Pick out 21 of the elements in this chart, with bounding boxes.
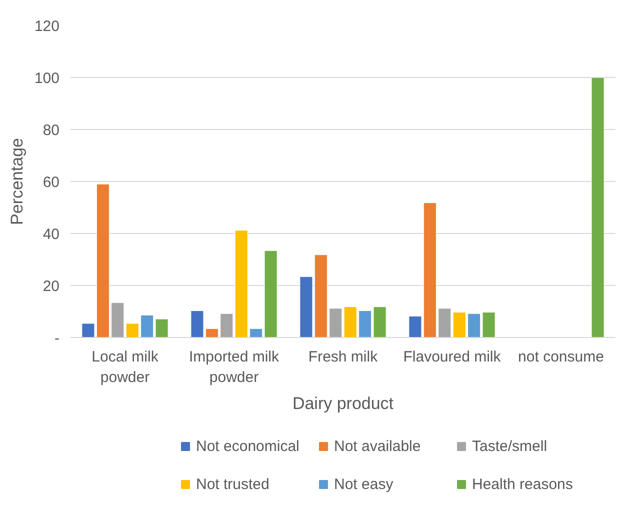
y-axis-title: Percentage <box>7 138 26 225</box>
x-axis-title: Dairy product <box>292 394 394 413</box>
legend-label: Taste/smell <box>472 437 548 455</box>
x-tick-label: Flavoured milk <box>403 348 502 366</box>
y-tick-label: 60 <box>42 174 60 191</box>
y-tick-label: 120 <box>34 18 60 35</box>
x-tick-label: not consume <box>518 348 604 366</box>
y-tick-label: 80 <box>42 122 60 139</box>
x-tick-label: Fresh milk <box>308 348 378 366</box>
y-tick-label: 100 <box>34 70 60 87</box>
x-tick-label: Imported milk powder <box>188 348 280 386</box>
legend-label: Not easy <box>334 475 394 493</box>
legend-label: Health reasons <box>472 475 574 493</box>
legend-label: Not trusted <box>196 475 270 493</box>
x-tick-label: Local milk powder <box>92 348 159 386</box>
legend-label: Not available <box>334 437 422 455</box>
bar <box>591 77 604 338</box>
y-tick-label: - <box>54 330 60 347</box>
legend-label: Not economical <box>196 437 300 455</box>
y-tick-label: 20 <box>42 278 60 295</box>
y-tick-label: 40 <box>42 226 60 243</box>
